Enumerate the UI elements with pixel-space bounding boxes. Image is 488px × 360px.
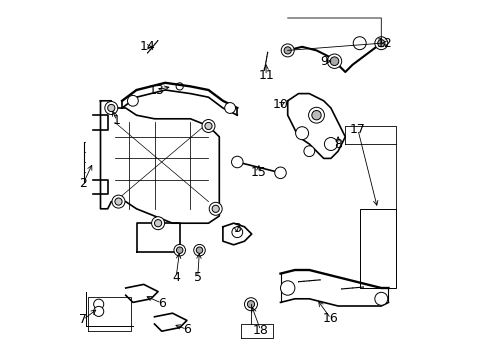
Circle shape (324, 138, 337, 150)
Circle shape (274, 167, 285, 179)
Circle shape (231, 156, 243, 168)
Text: 4: 4 (172, 271, 180, 284)
Circle shape (209, 202, 222, 215)
Circle shape (247, 301, 254, 308)
Circle shape (104, 102, 118, 114)
Circle shape (374, 37, 387, 50)
Bar (359, 209, 395, 288)
Circle shape (127, 95, 138, 106)
Text: 8: 8 (333, 138, 342, 150)
Circle shape (94, 306, 103, 316)
Text: 2: 2 (79, 177, 87, 190)
Circle shape (311, 111, 321, 120)
Text: 1: 1 (113, 114, 121, 127)
Circle shape (231, 227, 242, 238)
Circle shape (112, 195, 125, 208)
Circle shape (202, 120, 215, 132)
Circle shape (196, 247, 203, 253)
Text: 9: 9 (319, 55, 327, 68)
Text: 5: 5 (193, 271, 201, 284)
Circle shape (107, 104, 115, 112)
Circle shape (281, 44, 294, 57)
Text: 3: 3 (232, 222, 240, 235)
Circle shape (284, 47, 291, 54)
Text: 18: 18 (252, 324, 268, 337)
Circle shape (94, 299, 103, 309)
Circle shape (204, 122, 212, 130)
Text: 16: 16 (323, 312, 338, 325)
Text: 6: 6 (183, 323, 190, 336)
Text: 12: 12 (376, 37, 392, 50)
Circle shape (377, 40, 384, 47)
Circle shape (329, 57, 338, 66)
Circle shape (224, 103, 235, 113)
Polygon shape (287, 94, 345, 158)
Circle shape (303, 146, 314, 157)
Circle shape (308, 107, 324, 123)
Text: 10: 10 (272, 98, 288, 111)
Text: 6: 6 (158, 297, 165, 310)
Circle shape (151, 217, 164, 230)
Circle shape (244, 298, 257, 311)
Text: 13: 13 (148, 84, 164, 96)
Text: 11: 11 (258, 69, 273, 82)
Text: 15: 15 (250, 166, 266, 179)
Text: 7: 7 (79, 313, 87, 326)
Circle shape (174, 244, 185, 256)
Circle shape (176, 247, 183, 253)
Circle shape (193, 244, 205, 256)
Text: 14: 14 (139, 40, 155, 53)
Text: 17: 17 (349, 123, 365, 136)
Circle shape (154, 220, 162, 227)
Circle shape (295, 127, 308, 140)
Circle shape (374, 292, 387, 305)
Circle shape (280, 281, 294, 295)
Circle shape (212, 205, 219, 212)
Circle shape (115, 198, 122, 205)
Circle shape (326, 54, 341, 68)
Circle shape (352, 37, 366, 50)
